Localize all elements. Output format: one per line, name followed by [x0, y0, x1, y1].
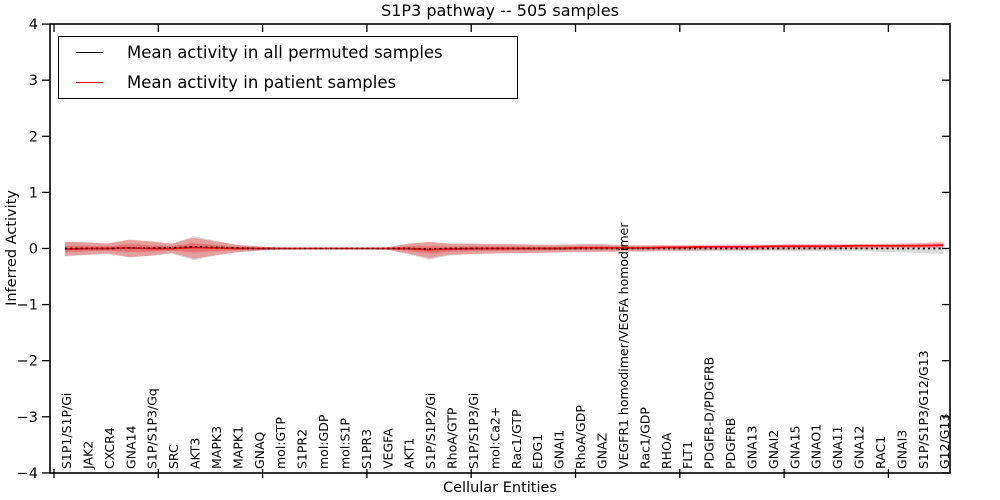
x-category-label: VEGFA	[380, 428, 395, 469]
x-category-label: S1P/S1P3/Gi	[466, 393, 481, 469]
x-category-label: S1P/S1P2/Gi	[423, 393, 438, 469]
y-tick-label: −3	[17, 410, 38, 426]
x-category-label: AKT3	[188, 438, 203, 469]
x-category-label: MAPK3	[209, 426, 224, 469]
x-category-label: VEGFR1 homodimer/VEGFA homodimer	[616, 222, 631, 469]
y-tick-label: −2	[17, 354, 38, 370]
x-category-label: GNAI3	[894, 430, 909, 469]
x-category-label: GNA11	[830, 426, 845, 470]
x-category-label: AKT1	[402, 438, 417, 469]
y-tick-label: 1	[29, 185, 38, 201]
x-category-label: G12/G13	[937, 414, 952, 469]
x-category-label: CXCR4	[102, 427, 117, 469]
x-category-label: MAPK1	[230, 426, 245, 469]
legend-item-patient: Mean activity in patient samples	[59, 68, 517, 99]
x-category-label: GNAI2	[766, 430, 781, 469]
x-category-label: S1PR2	[295, 429, 310, 469]
x-category-label: RhoA/GDP	[573, 405, 588, 469]
x-axis-label: Cellular Entities	[442, 480, 558, 496]
legend-item-permuted: Mean activity in all permuted samples	[59, 37, 517, 68]
x-category-label: GNA13	[744, 426, 759, 470]
x-category-label: Rac1/GTP	[509, 409, 524, 469]
x-category-label: GNA12	[852, 426, 867, 470]
x-category-label: RHOA	[659, 432, 674, 469]
y-tick-label: 3	[29, 73, 38, 89]
x-category-label: mol:S1P	[337, 418, 352, 469]
x-category-label: RhoA/GTP	[445, 407, 460, 469]
x-category-label: S1P1/S1P/Gi	[59, 393, 74, 469]
legend-label-permuted: Mean activity in all permuted samples	[127, 42, 443, 62]
x-category-label: EDG1	[530, 434, 545, 469]
y-tick-label: −4	[17, 466, 38, 482]
y-axis-label: Inferred Activity	[4, 190, 20, 306]
x-category-label: RAC1	[873, 436, 888, 469]
x-category-label: GNAO1	[809, 424, 824, 469]
y-tick-label: −1	[17, 298, 38, 314]
x-category-label: FLT1	[680, 441, 695, 469]
x-category-label: GNAQ	[252, 432, 267, 469]
x-category-label: S1P/S1P3/G12/G13	[916, 350, 931, 469]
x-category-label: Rac1/GDP	[637, 407, 652, 469]
chart-title: S1P3 pathway -- 505 samples	[381, 1, 619, 20]
series-line-permuted	[65, 245, 944, 250]
x-category-label: S1PR3	[359, 429, 374, 469]
black-line-swatch	[76, 51, 103, 53]
x-category-label: GNAZ	[595, 433, 610, 469]
y-tick-label: 0	[29, 242, 38, 258]
y-tick-label: 4	[29, 17, 38, 33]
x-category-label: PDGFB-D/PDGFRB	[702, 357, 717, 469]
legend-label-patient: Mean activity in patient samples	[127, 73, 397, 93]
x-category-label: S1P/S1P3/Gq	[145, 388, 160, 469]
x-category-label: mol:Ca2+	[487, 407, 502, 469]
x-category-label: PDGFRB	[723, 418, 738, 469]
x-category-label: mol:GDP	[316, 414, 331, 469]
x-category-label: mol:GTP	[273, 417, 288, 469]
x-category-label: GNA15	[787, 426, 802, 470]
x-category-label: GNA14	[123, 425, 138, 469]
x-category-label: SRC	[166, 444, 181, 469]
red-line-swatch	[76, 82, 103, 84]
x-category-label: JAK2	[80, 441, 95, 470]
legend: Mean activity in all permuted samples Me…	[58, 36, 518, 99]
x-category-label: GNAI1	[552, 430, 567, 469]
y-tick-label: 2	[29, 129, 38, 145]
